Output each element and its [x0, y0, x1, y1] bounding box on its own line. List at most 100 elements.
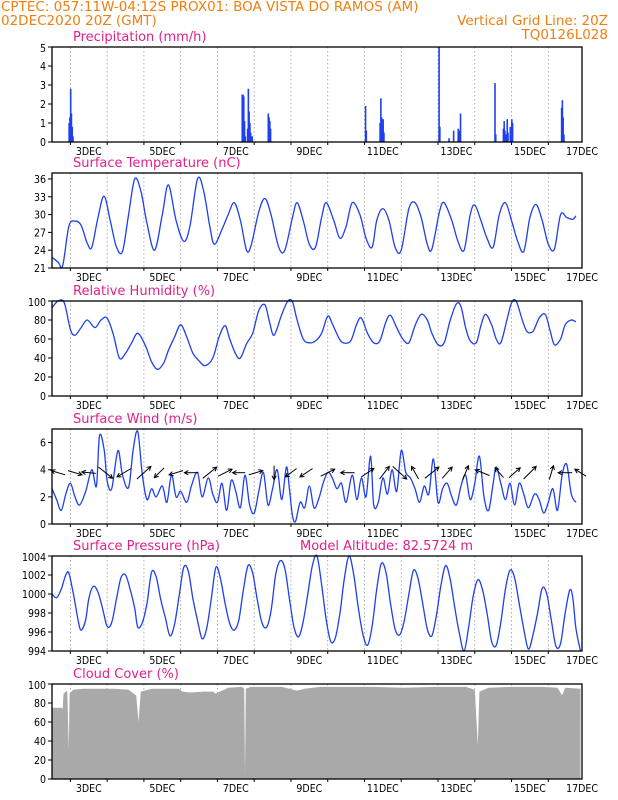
precip-bar	[72, 136, 74, 142]
wind-arrow-head	[573, 468, 580, 474]
precip-bar	[438, 47, 440, 142]
y-tick-label: 3	[40, 80, 46, 92]
x-tick-label: 17DEC	[566, 272, 598, 284]
precip-bar	[459, 113, 462, 142]
precip-bar	[511, 123, 514, 142]
y-tick-label: 4	[40, 61, 46, 73]
x-tick-label: 5DEC	[149, 400, 175, 412]
y-tick-label: 0	[40, 774, 46, 786]
y-tick-label: 21	[34, 263, 46, 275]
x-tick-label: 13DEC	[440, 655, 472, 667]
y-tick-label: 5	[40, 43, 46, 55]
y-tick-label: 998	[28, 608, 46, 620]
x-tick-label: 3DEC	[76, 146, 102, 158]
x-tick-label: 9DEC	[296, 528, 322, 540]
wind-arrow	[462, 465, 469, 480]
wind-arrow-head	[183, 470, 189, 476]
precip-bar	[242, 96, 245, 142]
header-grid-note: Vertical Grid Line: 20Z	[457, 13, 608, 29]
wind-arrow	[81, 471, 96, 474]
wind-arrow-head	[531, 465, 537, 471]
wind-arrow-head	[474, 468, 480, 474]
panel-title: Relative Humidity (%)	[73, 284, 215, 299]
x-tick-label: 11DEC	[367, 400, 399, 412]
wind-arrow-head	[271, 475, 277, 481]
series-line	[51, 176, 577, 269]
wind-arrow-head	[146, 465, 152, 471]
wind-arrow	[153, 467, 165, 478]
x-tick-label: 17DEC	[566, 400, 598, 412]
wind-arrow	[494, 467, 504, 478]
y-tick-label: 20	[34, 372, 46, 384]
plot-frame	[51, 300, 583, 397]
x-tick-label: 13DEC	[440, 400, 472, 412]
x-tick-label: 7DEC	[223, 400, 249, 412]
y-tick-label: 40	[34, 353, 46, 365]
x-tick-label: 5DEC	[149, 783, 175, 795]
plot-frame	[51, 172, 583, 269]
wind-arrow	[424, 466, 440, 479]
precip-bar	[494, 83, 496, 142]
x-tick-label: 5DEC	[149, 272, 175, 284]
y-tick-label: 6	[40, 438, 46, 450]
y-tick-label: 40	[34, 736, 46, 748]
precip-bar	[504, 134, 507, 142]
y-tick-label: 0	[40, 137, 46, 149]
header-date: 02DEC2020 20Z (GMT)	[1, 13, 157, 29]
wind-arrow-head	[212, 466, 218, 472]
wind-arrow-head	[168, 471, 174, 477]
precip-bar	[249, 132, 252, 142]
x-tick-label: 11DEC	[367, 272, 399, 284]
wind-arrow	[320, 468, 335, 477]
x-tick-label: 13DEC	[440, 528, 472, 540]
plot-frame	[51, 555, 583, 652]
y-tick-label: 2	[40, 492, 46, 504]
x-tick-label: 9DEC	[296, 400, 322, 412]
wind-arrow-head	[153, 473, 159, 479]
x-tick-label: 13DEC	[440, 272, 472, 284]
precip-bar	[452, 130, 455, 142]
x-tick-label: 3DEC	[76, 655, 102, 667]
panel-title: Precipitation (mm/h)	[73, 30, 206, 45]
y-tick-label: 4	[40, 465, 46, 477]
y-tick-label: 60	[34, 334, 46, 346]
wind-arrow	[411, 466, 419, 480]
wind-arrow	[574, 468, 587, 477]
precip-bar	[269, 128, 272, 142]
wind-arrow-head	[231, 470, 237, 476]
x-tick-label: 5DEC	[149, 146, 175, 158]
wind-arrow-head	[339, 470, 345, 476]
y-tick-label: 0	[40, 519, 46, 531]
x-tick-label: 15DEC	[514, 400, 546, 412]
x-tick-label: 13DEC	[440, 146, 472, 158]
wind-arrow	[248, 470, 263, 476]
wind-arrow	[299, 468, 313, 478]
x-tick-label: 7DEC	[223, 655, 249, 667]
wind-arrow-head	[77, 471, 83, 477]
x-tick-label: 11DEC	[367, 146, 399, 158]
wind-arrow	[379, 466, 390, 480]
y-tick-label: 996	[28, 627, 46, 639]
wind-arrow-head	[494, 467, 500, 473]
wind-arrow-head	[369, 467, 375, 473]
wind-arrow	[168, 470, 184, 476]
wind-arrow	[523, 466, 537, 480]
wind-arrow-head	[299, 472, 305, 478]
x-tick-label: 17DEC	[566, 655, 598, 667]
wind-arrow-head	[116, 472, 122, 478]
x-tick-label: 7DEC	[223, 783, 249, 795]
x-tick-label: 5DEC	[149, 528, 175, 540]
wind-arrow-head	[50, 469, 56, 475]
series-line	[51, 554, 582, 652]
x-tick-label: 9DEC	[296, 655, 322, 667]
wind-arrow-head	[402, 474, 408, 480]
x-tick-label: 17DEC	[566, 528, 598, 540]
y-tick-label: 20	[34, 755, 46, 767]
x-tick-label: 11DEC	[367, 783, 399, 795]
wind-arrow	[202, 466, 218, 479]
x-tick-label: 3DEC	[76, 400, 102, 412]
wind-arrow-head	[80, 469, 87, 475]
wind-arrow	[217, 468, 233, 477]
x-tick-label: 3DEC	[76, 528, 102, 540]
cloud-cover-area	[52, 686, 581, 779]
